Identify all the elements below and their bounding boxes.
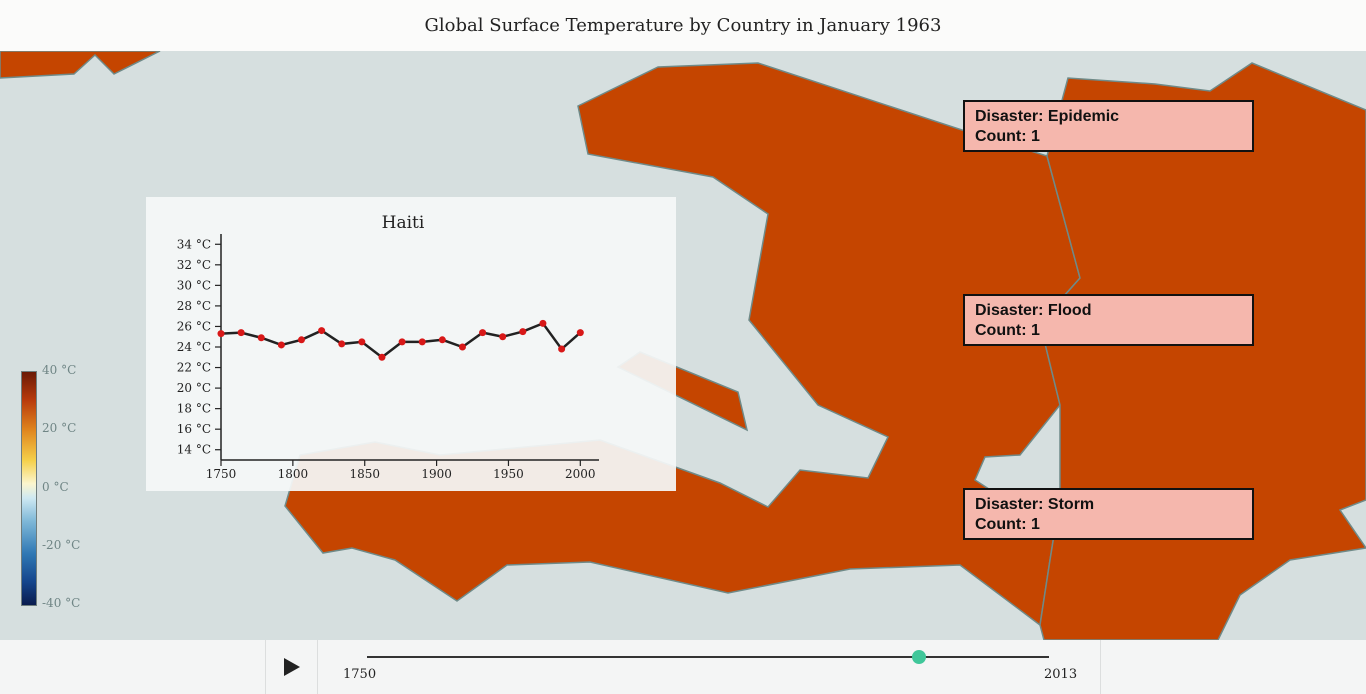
temperature-line-chart: 14 °C 16 °C 18 °C 20 °C 22 °C 24 °C 26 °C 28 °C…: [177, 234, 599, 481]
disaster-count: Count: 1: [975, 128, 1040, 145]
legend-label-20: 20 °C: [42, 421, 77, 435]
data-point: [277, 341, 285, 349]
y-tick-label: 22 °C: [177, 361, 211, 375]
disaster-box-epidemic: Disaster: Epidemic Count: 1: [963, 100, 1254, 152]
data-point: [539, 319, 547, 327]
legend-label-minus40: -40 °C: [42, 596, 81, 610]
y-tick-label: 16 °C: [177, 422, 211, 436]
data-point: [519, 328, 527, 336]
x-tick-label: 1950: [493, 467, 524, 481]
data-point: [499, 333, 507, 341]
chart-title: Haiti: [381, 213, 425, 233]
y-tick-label: 24 °C: [177, 340, 211, 354]
play-button[interactable]: [265, 640, 318, 694]
disaster-count: Count: 1: [975, 322, 1040, 339]
data-point: [398, 338, 406, 346]
legend-label-minus20: -20 °C: [42, 538, 81, 552]
data-point: [458, 343, 466, 351]
disaster-box-flood: Disaster: Flood Count: 1: [963, 294, 1254, 346]
timeline-end-label: 2013: [1044, 667, 1078, 682]
timeline-start-label: 1750: [343, 667, 377, 682]
legend-label-0: 0 °C: [42, 480, 69, 494]
timeline-slider-handle[interactable]: [912, 650, 927, 664]
y-tick-label: 30 °C: [177, 278, 211, 292]
data-point: [297, 336, 305, 344]
play-icon: [283, 658, 300, 676]
data-point: [378, 353, 386, 361]
data-point: [576, 329, 584, 337]
disaster-type: Disaster: Storm: [975, 496, 1095, 513]
data-point: [418, 338, 426, 346]
y-tick-label: 34 °C: [177, 237, 211, 251]
data-point: [217, 330, 225, 338]
data-point: [237, 329, 245, 337]
disaster-box-storm: Disaster: Storm Count: 1: [963, 488, 1254, 540]
y-tick-label: 28 °C: [177, 299, 211, 313]
x-tick-label: 1850: [349, 467, 380, 481]
legend-label-40: 40 °C: [42, 363, 77, 377]
x-tick-label: 1800: [278, 467, 309, 481]
data-point: [558, 345, 566, 353]
x-tick-label: 2000: [565, 467, 596, 481]
x-tick-label: 1900: [421, 467, 452, 481]
header-bar: Global Surface Temperature by Country in…: [0, 0, 1366, 51]
data-point: [479, 329, 487, 337]
timeline-controls: 1750 2013: [0, 640, 1366, 694]
temperature-legend: 40 °C 20 °C 0 °C -20 °C -40 °C: [21, 363, 81, 611]
legend-color-bar: [21, 371, 37, 606]
data-point: [438, 336, 446, 344]
data-point: [257, 334, 265, 342]
controls-divider: [1100, 640, 1101, 694]
disaster-count: Count: 1: [975, 516, 1040, 533]
x-tick-label: 1750: [206, 467, 237, 481]
country-northwest[interactable]: [0, 51, 161, 79]
y-tick-label: 14 °C: [177, 443, 211, 457]
y-tick-label: 18 °C: [177, 402, 211, 416]
data-point: [318, 327, 326, 335]
timeline-slider-track[interactable]: [367, 656, 1049, 658]
data-point: [358, 338, 366, 346]
data-point: [338, 340, 346, 348]
disaster-type: Disaster: Epidemic: [975, 108, 1120, 125]
page-title: Global Surface Temperature by Country in…: [424, 15, 942, 36]
y-tick-label: 32 °C: [177, 258, 211, 272]
y-tick-label: 20 °C: [177, 381, 211, 395]
disaster-type: Disaster: Flood: [975, 302, 1092, 319]
y-tick-label: 26 °C: [177, 319, 211, 333]
country-chart-popup: Haiti 14 °C 16 °C 18 °C 20 °C 22 °C 24 °C 26 °…: [146, 197, 676, 491]
